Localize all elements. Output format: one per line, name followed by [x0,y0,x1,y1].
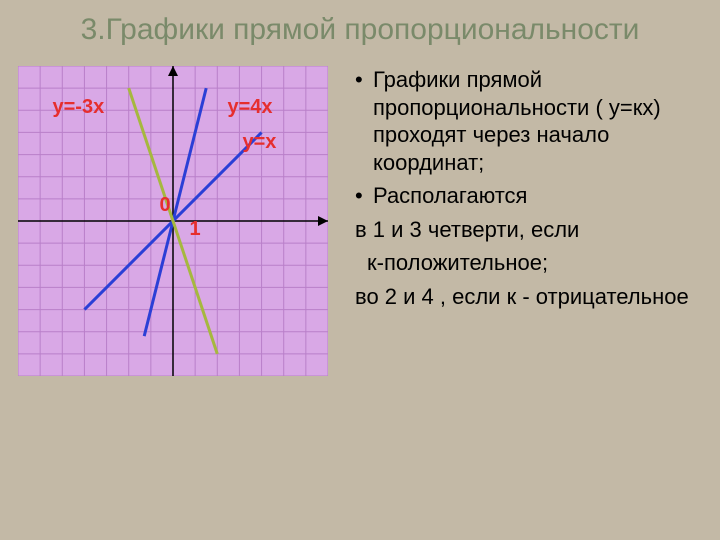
slide-title: 3.Графики прямой пропорциональности [0,0,720,56]
bullet-text: Графики прямой пропорциональности ( у=кх… [373,66,700,176]
text-column: • Графики прямой пропорциональности ( у=… [345,56,720,540]
line-label: у=х [243,131,277,154]
body-text: в 1 и 3 четверти, если [355,216,700,244]
bullet-item: • Располагаются [355,182,700,210]
chart-container: у=х у=4х у=-3х 01 [18,66,328,376]
bullet-dot-icon: • [355,66,373,176]
slide: 3.Графики прямой пропорциональности у=ху… [0,0,720,540]
axis-label: 0 [160,194,171,217]
body-text: во 2 и 4 , если к - отрицательное [355,283,700,311]
line-label: у=-3х [53,96,105,119]
line-label: у=4х [228,96,273,119]
body-text: к-положительное; [367,249,700,277]
bullet-item: • Графики прямой пропорциональности ( у=… [355,66,700,176]
chart-column: у=х у=4х у=-3х 01 [0,56,345,540]
bullet-dot-icon: • [355,182,373,210]
axis-label: 1 [190,218,201,241]
bullet-text: Располагаются [373,182,527,210]
content-row: у=х у=4х у=-3х 01 • Графики прямой пропорци… [0,56,720,540]
